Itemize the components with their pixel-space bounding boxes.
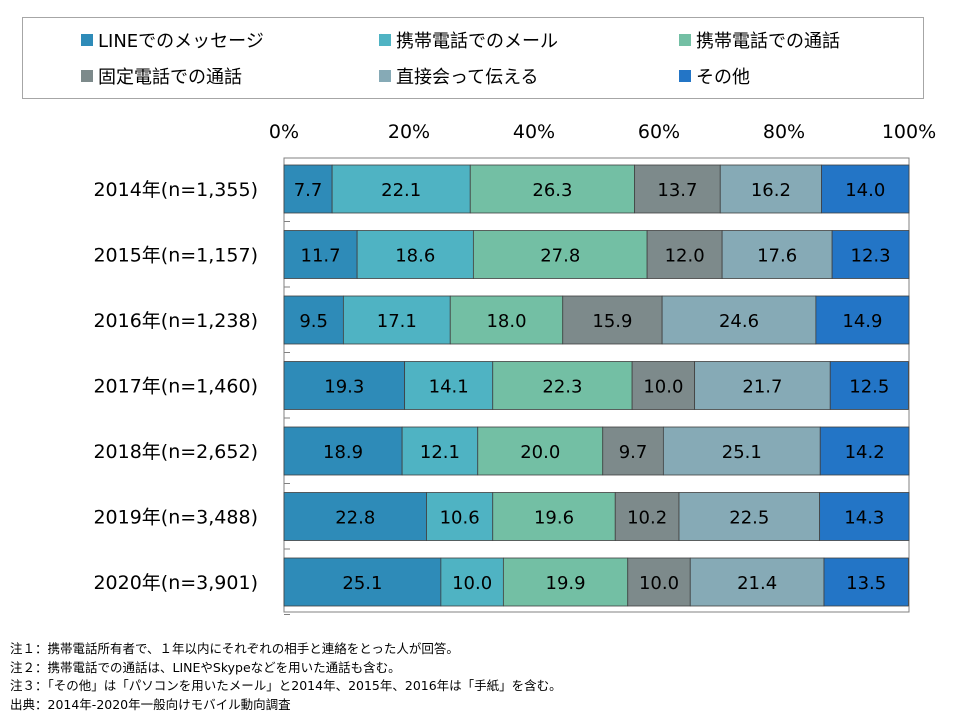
source-note: 出典：2014年-2020年一般向けモバイル動向調査 xyxy=(10,696,950,715)
category-label: 2016年(n=1,238) xyxy=(93,310,258,332)
data-label: 19.9 xyxy=(546,573,586,594)
data-label: 12.0 xyxy=(665,246,705,267)
category-label: 2014年(n=1,355) xyxy=(93,179,258,201)
data-label: 27.8 xyxy=(540,246,580,267)
category-label: 2020年(n=3,901) xyxy=(93,572,258,594)
x-tick-label: 60% xyxy=(638,121,680,143)
data-label: 16.2 xyxy=(751,180,791,201)
data-label: 20.0 xyxy=(520,442,560,463)
data-label: 18.6 xyxy=(395,246,435,267)
data-label: 14.0 xyxy=(845,180,885,201)
data-label: 13.5 xyxy=(846,573,886,594)
data-label: 10.0 xyxy=(452,573,492,594)
data-label: 22.1 xyxy=(381,180,421,201)
data-label: 17.1 xyxy=(377,311,417,332)
data-label: 18.0 xyxy=(486,311,526,332)
data-label: 11.7 xyxy=(301,246,341,267)
data-label: 14.1 xyxy=(429,377,469,398)
data-label: 9.5 xyxy=(299,311,328,332)
data-label: 12.3 xyxy=(851,246,891,267)
data-label: 22.8 xyxy=(335,508,375,529)
data-label: 22.3 xyxy=(542,377,582,398)
data-label: 18.9 xyxy=(323,442,363,463)
x-tick-label: 80% xyxy=(763,121,805,143)
data-label: 22.5 xyxy=(729,508,769,529)
category-label: 2018年(n=2,652) xyxy=(93,441,258,463)
data-label: 19.6 xyxy=(534,508,574,529)
x-tick-label: 40% xyxy=(513,121,555,143)
data-label: 26.3 xyxy=(532,180,572,201)
category-label: 2019年(n=3,488) xyxy=(93,507,258,529)
data-label: 14.2 xyxy=(845,442,885,463)
data-label: 25.1 xyxy=(722,442,762,463)
data-label: 15.9 xyxy=(592,311,632,332)
data-label: 25.1 xyxy=(342,573,382,594)
data-label: 10.0 xyxy=(639,573,679,594)
note-1: 注１：携帯電話所有者で、１年以内にそれぞれの相手と連絡をとった人が回答。 xyxy=(10,640,950,659)
note-3: 注３：「その他」は「パソコンを用いたメール」と2014年、2015年、2016年… xyxy=(10,677,950,696)
data-label: 10.0 xyxy=(643,377,683,398)
data-label: 12.5 xyxy=(849,377,889,398)
data-label: 9.7 xyxy=(619,442,648,463)
data-label: 14.3 xyxy=(844,508,884,529)
x-tick-label: 0% xyxy=(269,121,299,143)
note-2: 注２：携帯電話での通話は、LINEやSkypeなどを用いた通話も含む。 xyxy=(10,659,950,678)
category-label: 2017年(n=1,460) xyxy=(93,376,258,398)
notes: 注１：携帯電話所有者で、１年以内にそれぞれの相手と連絡をとった人が回答。 注２：… xyxy=(10,640,950,714)
data-label: 17.6 xyxy=(757,246,797,267)
data-label: 7.7 xyxy=(294,180,323,201)
stacked-bar-chart: 0% 20% 40% 60% 80% 100% 2014年(n=1,355) 7.7 22.1 2… xyxy=(0,0,960,640)
data-label: 14.9 xyxy=(842,311,882,332)
data-label: 13.7 xyxy=(657,180,697,201)
data-label: 24.6 xyxy=(719,311,759,332)
category-label: 2015年(n=1,157) xyxy=(93,245,258,267)
data-label: 10.2 xyxy=(627,508,667,529)
data-label: 12.1 xyxy=(420,442,460,463)
x-tick-label: 100% xyxy=(882,121,936,143)
x-tick-label: 20% xyxy=(388,121,430,143)
data-label: 21.7 xyxy=(742,377,782,398)
data-label: 19.3 xyxy=(324,377,364,398)
data-label: 10.6 xyxy=(440,508,480,529)
data-label: 21.4 xyxy=(737,573,777,594)
